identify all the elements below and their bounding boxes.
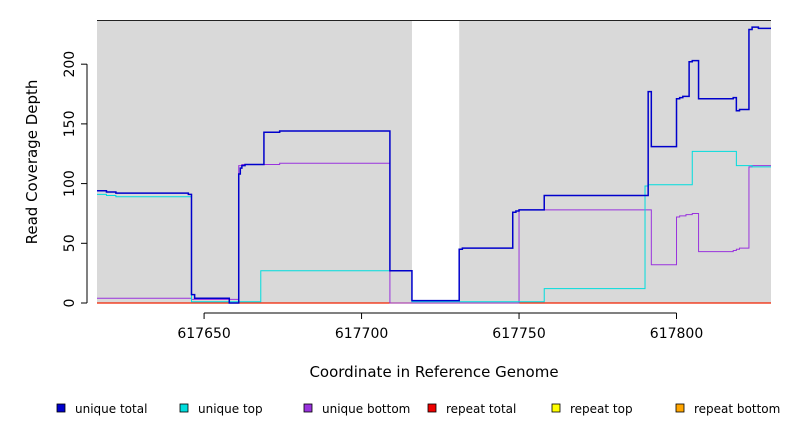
legend-label: unique bottom bbox=[322, 402, 410, 416]
series-line-unique-bottom bbox=[97, 162, 771, 304]
series-line-unique-total bbox=[97, 26, 771, 304]
x-tick-label: 617650 bbox=[177, 326, 230, 342]
legend-swatch bbox=[56, 403, 66, 413]
legend-swatch bbox=[551, 403, 561, 413]
x-axis-title: Coordinate in Reference Genome bbox=[309, 363, 558, 381]
y-tick-label: 50 bbox=[62, 234, 78, 252]
gap-region bbox=[411, 20, 460, 303]
x-tick-label: 617700 bbox=[335, 326, 388, 342]
legend-swatch bbox=[179, 403, 189, 413]
legend-swatch bbox=[303, 403, 313, 413]
legend-label: repeat bottom bbox=[694, 402, 780, 416]
y-tick-label: 100 bbox=[62, 170, 78, 197]
legend-label: repeat top bbox=[570, 402, 633, 416]
legend-label: unique top bbox=[198, 402, 263, 416]
legend-swatch bbox=[675, 403, 685, 413]
legend-swatch bbox=[427, 403, 437, 413]
y-tick-label: 200 bbox=[62, 51, 78, 78]
x-tick-label: 617750 bbox=[492, 326, 545, 342]
x-tick-label: 617800 bbox=[650, 326, 703, 342]
y-tick-label: 150 bbox=[62, 111, 78, 138]
legend-label: repeat total bbox=[446, 402, 516, 416]
legend-label: unique total bbox=[75, 402, 147, 416]
y-tick-label: 0 bbox=[62, 299, 78, 308]
y-axis-title: Read Coverage Depth bbox=[23, 80, 41, 245]
legend: unique total unique top unique bottom repea… bbox=[56, 402, 780, 416]
series-line-unique-top bbox=[97, 150, 771, 303]
